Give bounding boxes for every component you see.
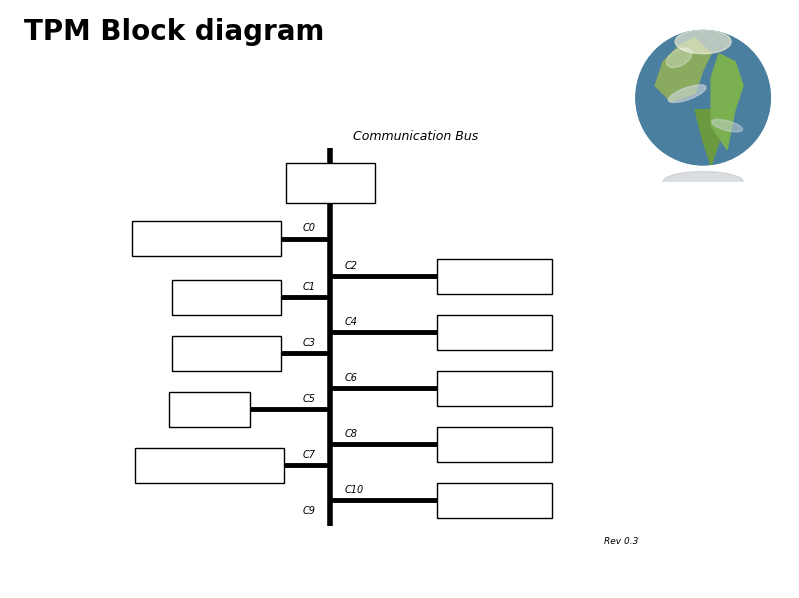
Polygon shape	[711, 54, 743, 150]
Polygon shape	[695, 109, 719, 166]
Text: SHA-1 Engine: SHA-1 Engine	[196, 345, 257, 354]
Text: C4: C4	[344, 317, 357, 327]
Polygon shape	[655, 38, 711, 102]
FancyBboxPatch shape	[132, 221, 281, 257]
FancyBboxPatch shape	[285, 163, 375, 203]
Text: Execution Engine: Execution Engine	[455, 436, 534, 445]
Ellipse shape	[712, 120, 742, 132]
Text: C2: C2	[344, 261, 357, 271]
Text: Rev 0.3: Rev 0.3	[603, 537, 638, 546]
FancyBboxPatch shape	[436, 371, 551, 405]
Text: C1: C1	[303, 282, 316, 292]
Ellipse shape	[666, 48, 692, 68]
FancyBboxPatch shape	[436, 315, 551, 350]
Ellipse shape	[663, 172, 743, 191]
Text: Key Generation: Key Generation	[459, 268, 529, 277]
Ellipse shape	[668, 85, 706, 102]
FancyBboxPatch shape	[134, 448, 284, 483]
FancyBboxPatch shape	[172, 335, 281, 371]
Text: Opt-In: Opt-In	[195, 401, 224, 410]
Text: Volatile Memory: Volatile Memory	[458, 492, 531, 501]
Text: C3: C3	[303, 338, 316, 347]
Text: C7: C7	[303, 450, 316, 460]
Text: Non-Volatile Memory: Non-Volatile Memory	[162, 457, 256, 466]
Text: C6: C6	[344, 373, 357, 383]
Ellipse shape	[675, 30, 731, 54]
Text: TPM Block diagram: TPM Block diagram	[24, 18, 324, 46]
Text: C0: C0	[303, 224, 316, 233]
FancyBboxPatch shape	[169, 392, 249, 427]
FancyBboxPatch shape	[436, 427, 551, 462]
FancyBboxPatch shape	[436, 483, 551, 518]
Text: Cryptographic Co-Processor: Cryptographic Co-Processor	[144, 231, 269, 240]
Circle shape	[635, 30, 771, 166]
Text: Communication Bus: Communication Bus	[353, 130, 479, 144]
FancyBboxPatch shape	[436, 259, 551, 294]
Text: C9: C9	[303, 505, 316, 515]
Text: C5: C5	[303, 393, 316, 404]
Text: I/O: I/O	[322, 174, 338, 184]
Text: Power Detection: Power Detection	[457, 380, 531, 389]
Text: C10: C10	[344, 484, 364, 495]
Text: RNG: RNG	[484, 324, 504, 333]
Text: HMAC Engine: HMAC Engine	[197, 289, 257, 298]
FancyBboxPatch shape	[172, 280, 281, 315]
Text: C8: C8	[344, 429, 357, 438]
